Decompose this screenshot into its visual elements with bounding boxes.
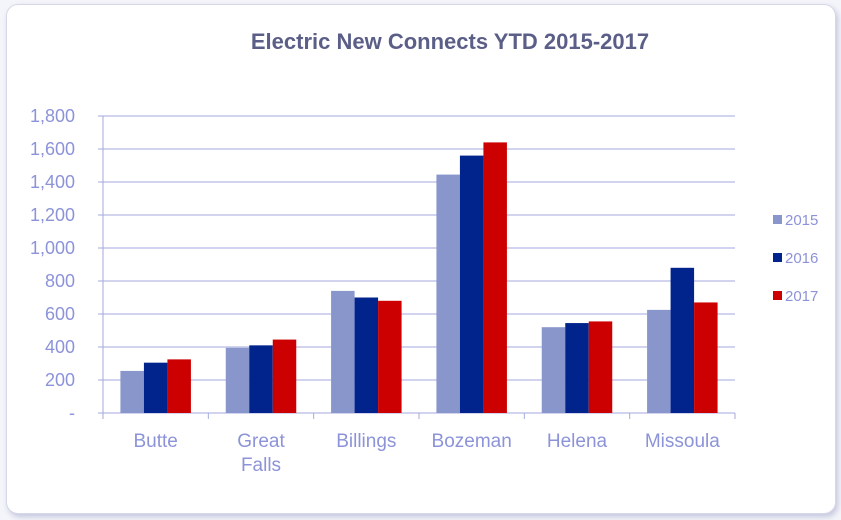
- bar-2016-helena: [565, 323, 589, 413]
- bar-2017-butte: [167, 359, 191, 413]
- y-tick-label: 400: [45, 337, 75, 357]
- bar-2017-great-falls: [273, 340, 297, 413]
- bar-2017-billings: [378, 301, 402, 413]
- y-tick-label: 1,800: [30, 106, 75, 126]
- y-tick-label: 1,400: [30, 172, 75, 192]
- x-category-label: Helena: [547, 431, 608, 452]
- x-category-label: Billings: [336, 431, 396, 452]
- x-category-label: Great Falls: [237, 431, 285, 476]
- legend-label-2015: 2015: [785, 212, 818, 229]
- x-category-label: Missoula: [645, 431, 720, 452]
- y-tick-label: 800: [45, 271, 75, 291]
- y-tick-label: 200: [45, 370, 75, 390]
- bar-2015-great-falls: [226, 348, 250, 413]
- legend-swatch-2017: [773, 291, 782, 300]
- legend-swatch-2016: [773, 253, 782, 262]
- bar-2016-butte: [144, 363, 168, 413]
- x-category-label: Bozeman: [432, 431, 512, 452]
- y-tick-label: 1,600: [30, 139, 75, 159]
- bar-2015-billings: [331, 291, 355, 413]
- y-tick-label: -: [69, 403, 75, 423]
- bar-2017-bozeman: [483, 142, 507, 413]
- x-category-label: Butte: [133, 431, 177, 452]
- bar-2016-missoula: [671, 268, 695, 413]
- legend-label-2017: 2017: [785, 288, 818, 305]
- bar-2015-bozeman: [436, 175, 460, 413]
- chart-title: Electric New Connects YTD 2015-2017: [251, 29, 649, 54]
- bars: [120, 142, 717, 413]
- bar-2015-butte: [120, 371, 143, 413]
- y-tick-label: 1,200: [30, 205, 75, 225]
- legend-swatch-2015: [773, 215, 782, 224]
- bar-2017-missoula: [694, 302, 718, 413]
- y-axis-ticks: - 200 400 600 800 1,000 1,200 1,400 1,600 1,800: [30, 106, 75, 423]
- axes: [98, 116, 735, 419]
- bar-2015-helena: [542, 327, 566, 413]
- bar-2015-missoula: [647, 310, 671, 413]
- gridlines: [103, 116, 735, 380]
- bar-2017-helena: [589, 321, 613, 413]
- y-tick-label: 600: [45, 304, 75, 324]
- x-axis-categories: Butte Great Falls Billings Bozeman Helena Miss…: [133, 431, 720, 476]
- legend: 2015 2016 2017: [773, 212, 818, 305]
- legend-label-2016: 2016: [785, 250, 818, 267]
- bar-2016-great-falls: [249, 345, 273, 413]
- bar-2016-billings: [355, 298, 379, 414]
- y-tick-label: 1,000: [30, 238, 75, 258]
- bar-2016-bozeman: [460, 156, 484, 413]
